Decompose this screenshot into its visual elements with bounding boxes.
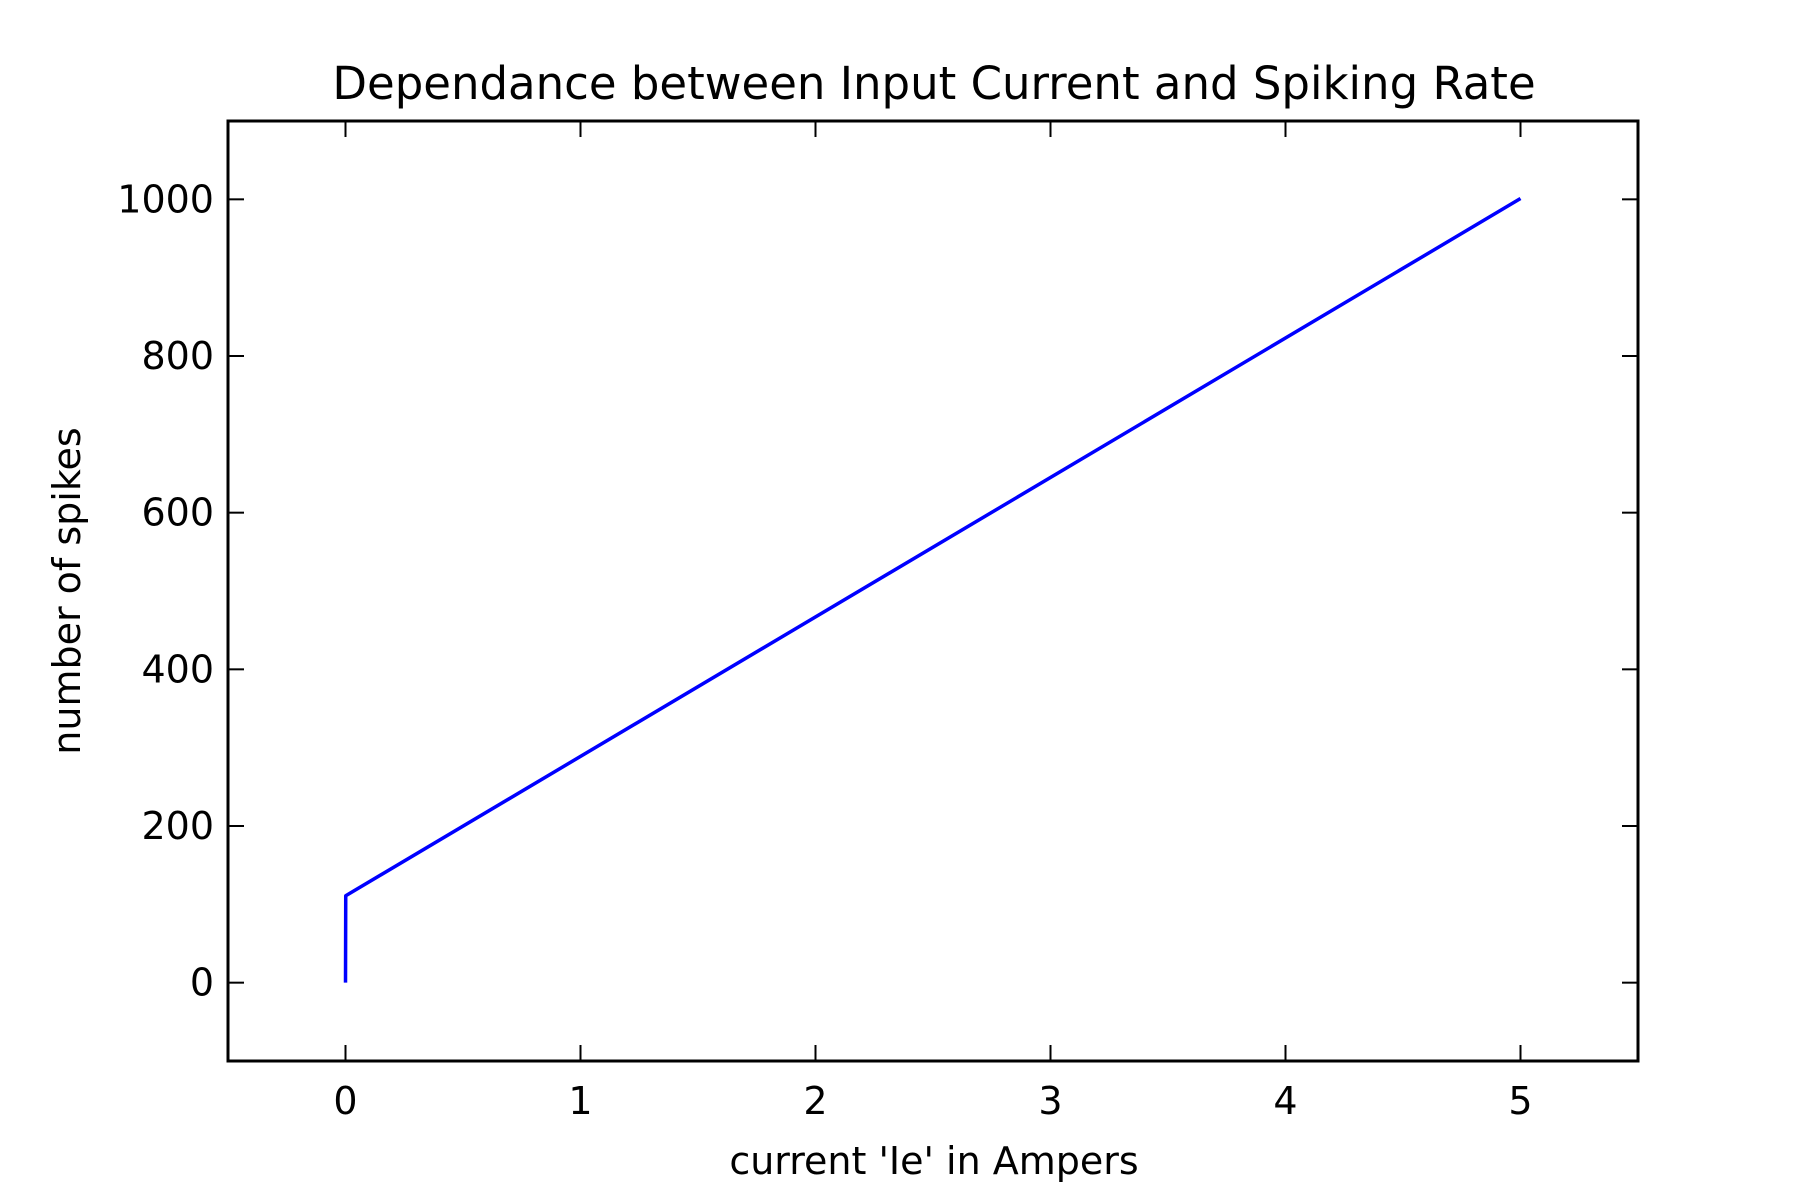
- x-tick-label: 1: [568, 1079, 592, 1123]
- y-tick-label: 800: [141, 334, 214, 378]
- y-tick-label: 0: [190, 961, 214, 1005]
- y-tick-label: 400: [141, 647, 214, 691]
- x-tick-label: 2: [803, 1079, 827, 1123]
- plot-frame: [226, 119, 1640, 1063]
- series-line: [343, 197, 1522, 983]
- y-axis: 0 200 400 600 800 1000: [117, 177, 1638, 1005]
- x-tick-label: 0: [333, 1079, 357, 1123]
- y-tick-label: 200: [141, 804, 214, 848]
- y-axis-label: number of spikes: [45, 427, 89, 754]
- plot-area: [343, 197, 1522, 983]
- x-axis: 0 1 2 3 4 5: [333, 121, 1533, 1123]
- x-axis-label: current 'Ie' in Ampers: [729, 1139, 1138, 1183]
- y-tick-label: 1000: [117, 177, 214, 221]
- chart-title: Dependance between Input Current and Spi…: [332, 57, 1535, 110]
- x-tick-label: 4: [1273, 1079, 1297, 1123]
- x-tick-label: 5: [1508, 1079, 1532, 1123]
- x-tick-label: 3: [1038, 1079, 1062, 1123]
- y-tick-label: 600: [141, 491, 214, 535]
